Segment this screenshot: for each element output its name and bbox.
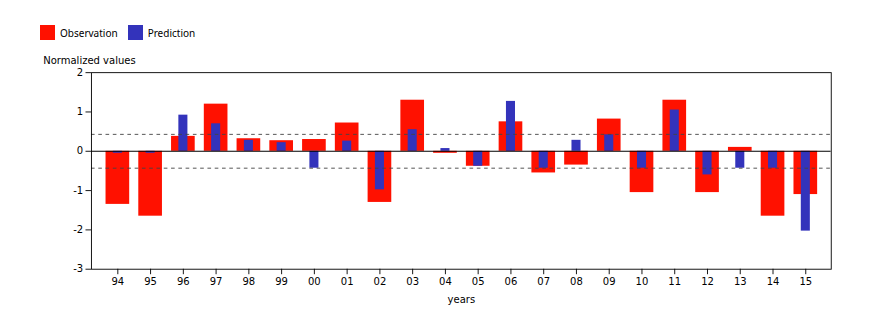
svg-text:02: 02	[374, 276, 387, 287]
svg-text:05: 05	[472, 276, 485, 287]
svg-text:-1: -1	[73, 185, 83, 196]
svg-text:years: years	[448, 294, 476, 305]
svg-text:-2: -2	[73, 224, 83, 235]
svg-text:96: 96	[177, 276, 190, 287]
svg-text:-3: -3	[73, 263, 83, 274]
svg-text:94: 94	[111, 276, 124, 287]
svg-text:95: 95	[144, 276, 157, 287]
svg-text:98: 98	[242, 276, 255, 287]
svg-text:03: 03	[406, 276, 419, 287]
svg-text:11: 11	[668, 276, 681, 287]
svg-text:99: 99	[275, 276, 288, 287]
svg-text:04: 04	[439, 276, 452, 287]
svg-text:01: 01	[341, 276, 354, 287]
svg-text:08: 08	[570, 276, 583, 287]
svg-text:00: 00	[308, 276, 321, 287]
svg-text:13: 13	[734, 276, 747, 287]
svg-text:09: 09	[603, 276, 616, 287]
svg-text:06: 06	[505, 276, 518, 287]
html-text:Observation: Observation	[60, 25, 118, 40]
svg-text:97: 97	[210, 276, 223, 287]
svg-text:15: 15	[799, 276, 812, 287]
html-text:Prediction: Prediction	[147, 25, 196, 40]
svg-text:1: 1	[77, 106, 83, 117]
svg-text:07: 07	[537, 276, 550, 287]
svg-text:Normalized values: Normalized values	[43, 55, 135, 66]
svg-text:0: 0	[77, 145, 83, 156]
svg-text:2: 2	[77, 67, 83, 78]
svg-text:14: 14	[767, 276, 780, 287]
svg-text:12: 12	[701, 276, 714, 287]
svg-text:10: 10	[636, 276, 649, 287]
